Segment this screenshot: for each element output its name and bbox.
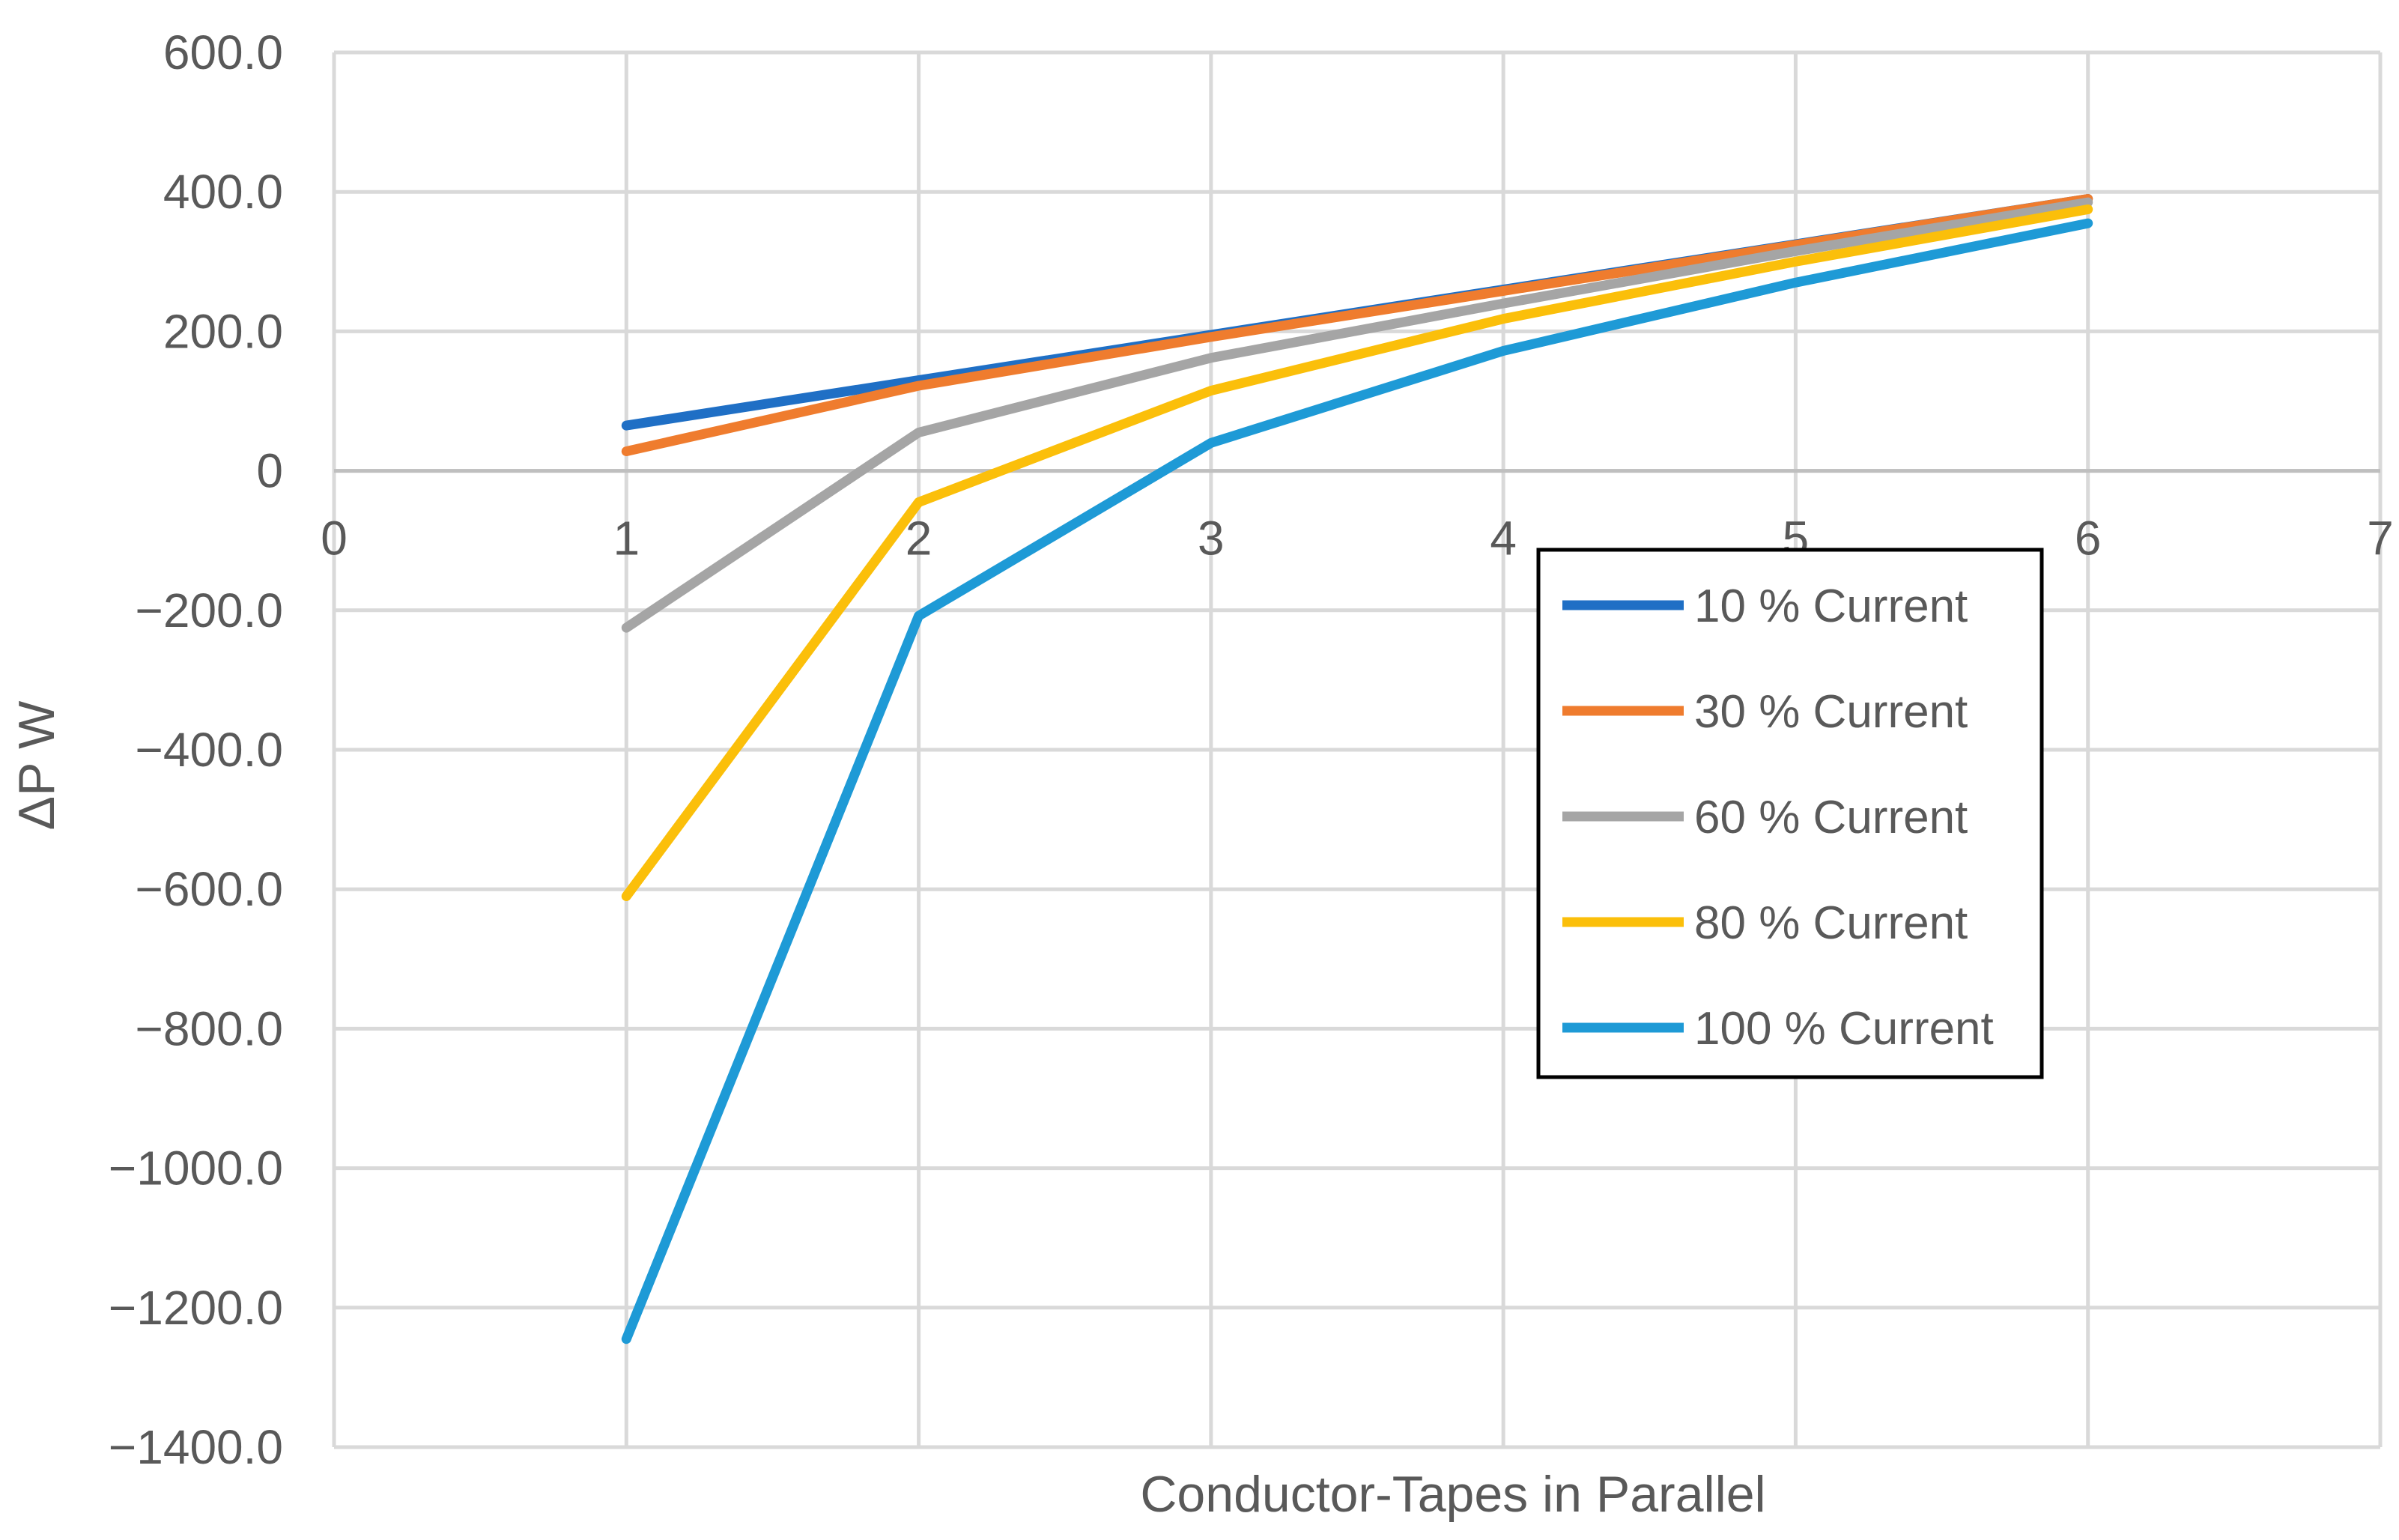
y-tick-label: 200.0: [163, 304, 283, 358]
y-tick-label: 0: [256, 444, 283, 498]
legend-label: 100 % Current: [1694, 1003, 1994, 1055]
legend-label: 80 % Current: [1694, 897, 1968, 949]
y-axis-tick-labels: 600.0 400.0 200.0 0 −200.0 −400.0 −600.0 −800.0…: [109, 25, 283, 1474]
y-tick-label: −800.0: [135, 1001, 283, 1055]
x-tick-label: 7: [2367, 512, 2394, 566]
series-line: [621, 218, 2093, 1345]
gridlines: [332, 50, 2383, 1449]
series-line: [621, 197, 2093, 633]
x-axis-title: Conductor-Tapes in Parallel: [1140, 1466, 1765, 1523]
y-tick-label: −400.0: [135, 723, 283, 777]
y-axis-title: ΔP W: [8, 701, 65, 831]
series-line: [621, 194, 2093, 457]
y-tick-label: −200.0: [135, 583, 283, 637]
y-tick-label: −1400.0: [109, 1420, 283, 1474]
y-tick-label: 600.0: [163, 25, 283, 79]
y-tick-label: 400.0: [163, 165, 283, 219]
legend-label: 60 % Current: [1694, 792, 1968, 843]
y-tick-label: −1000.0: [109, 1142, 283, 1195]
x-tick-label: 6: [2075, 512, 2102, 566]
x-tick-label: 4: [1490, 512, 1517, 566]
x-tick-label: 0: [321, 512, 348, 566]
legend: 10 % Current 30 % Current 60 % Current 80 %…: [1536, 548, 2044, 1079]
x-tick-label: 1: [613, 512, 640, 566]
y-tick-label: −1200.0: [109, 1281, 283, 1335]
series-line: [621, 204, 2093, 902]
y-tick-label: −600.0: [135, 862, 283, 916]
legend-label: 30 % Current: [1694, 686, 1968, 738]
x-tick-label: 3: [1198, 512, 1225, 566]
legend-label: 10 % Current: [1694, 580, 1968, 632]
series-lines: [621, 194, 2093, 1345]
